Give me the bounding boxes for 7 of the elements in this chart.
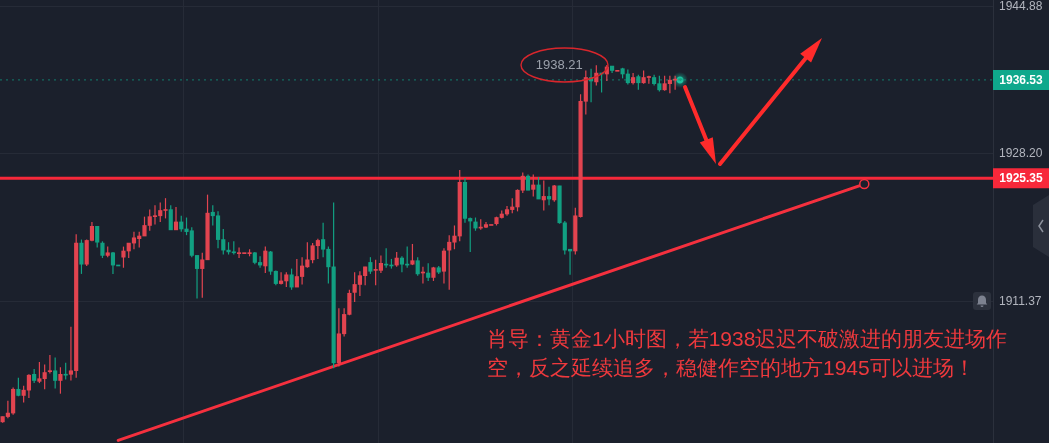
- annotation: 肖导：黄金1小时图，若1938迟迟不破激进的朋友进场作空，反之延续追多，稳健作空的地方1945可以进场！: [487, 326, 1009, 381]
- y-tick-label: 1911.37: [999, 293, 1042, 308]
- annotation: 1938.21: [535, 56, 583, 72]
- ref-line-label: 1925.35: [999, 171, 1044, 186]
- y-tick-label: 1944.88: [999, 0, 1043, 13]
- ref-line-label: 1936.53: [999, 72, 1044, 87]
- y-tick-label: 1928.20: [999, 145, 1043, 160]
